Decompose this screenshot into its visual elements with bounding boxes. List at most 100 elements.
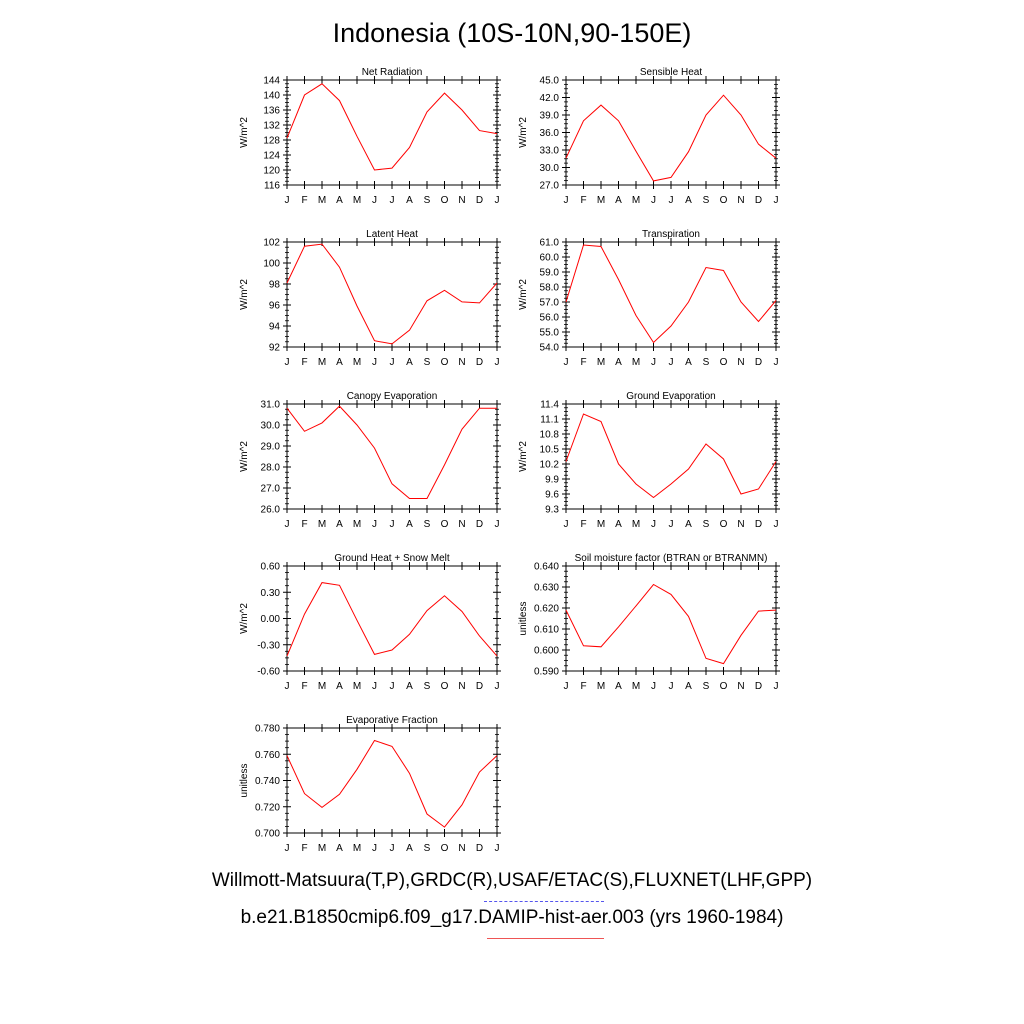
plot-frame	[565, 79, 777, 186]
x-tick-label: J	[390, 195, 395, 206]
y-tick-label: 92	[269, 343, 281, 354]
x-tick-label: O	[441, 843, 449, 854]
chart-panel: Ground Heat + Snow Melt -0.60 -0.30 0.00 0.3…	[239, 553, 501, 692]
x-tick-label: J	[390, 681, 395, 692]
x-tick-label: A	[336, 681, 343, 692]
x-tick-label: O	[720, 357, 728, 368]
y-tick-label: 100	[263, 259, 280, 270]
x-tick-label: J	[495, 681, 500, 692]
chart-panel: Soil moisture factor (BTRAN or BTRANMN) 0…	[518, 553, 780, 692]
x-tick-label: N	[458, 357, 465, 368]
observations-legend-line	[484, 901, 604, 902]
x-tick-label: J	[285, 357, 290, 368]
x-tick-label: J	[774, 357, 779, 368]
x-tick-label: A	[615, 519, 622, 530]
x-tick-label: M	[318, 357, 326, 368]
x-tick-label: F	[580, 681, 586, 692]
y-tick-label: 136	[263, 106, 280, 117]
x-tick-label: J	[774, 519, 779, 530]
y-tick-label: 55.0	[540, 328, 560, 339]
x-tick-label: F	[580, 357, 586, 368]
x-tick-label: J	[495, 357, 500, 368]
y-tick-label: 0.590	[534, 667, 559, 678]
y-tick-label: 10.2	[540, 460, 560, 471]
x-tick-label: A	[685, 681, 692, 692]
y-tick-label: 132	[263, 121, 280, 132]
x-tick-label: M	[353, 843, 361, 854]
x-tick-label: D	[476, 195, 483, 206]
y-tick-label: 0.760	[255, 750, 280, 761]
y-axis-label: W/m^2	[239, 441, 250, 472]
y-tick-label: 10.8	[540, 430, 560, 441]
x-tick-label: A	[406, 357, 413, 368]
plot-frame	[286, 403, 498, 510]
x-tick-label: F	[580, 195, 586, 206]
x-tick-label: J	[390, 843, 395, 854]
chart-panel: Transpiration 54.0 55.0 56.0 57.0 58.0 59.0 60.…	[518, 229, 780, 368]
series-line	[565, 244, 777, 344]
x-tick-label: D	[476, 519, 483, 530]
chart-title: Soil moisture factor (BTRAN or BTRANMN)	[575, 553, 768, 564]
x-tick-label: N	[458, 843, 465, 854]
x-tick-label: M	[318, 519, 326, 530]
x-tick-label: S	[703, 519, 710, 530]
x-tick-label: M	[353, 195, 361, 206]
x-tick-label: J	[564, 357, 569, 368]
plot-frame	[565, 403, 777, 510]
chart-title: Net Radiation	[362, 67, 423, 78]
y-tick-label: 98	[269, 280, 281, 291]
x-tick-label: F	[301, 357, 307, 368]
x-tick-label: J	[669, 357, 674, 368]
x-tick-label: J	[495, 843, 500, 854]
model-legend-line	[487, 938, 604, 939]
y-tick-label: 10.5	[540, 445, 560, 456]
y-tick-label: 116	[264, 181, 280, 192]
x-tick-label: S	[424, 195, 431, 206]
y-tick-label: 42.0	[540, 93, 560, 104]
y-axis-label: unitless	[518, 602, 529, 636]
x-tick-label: F	[580, 519, 586, 530]
series-line	[565, 583, 777, 665]
chart-panel: Canopy Evaporation 26.0 27.0 28.0 29.0 30.0 31…	[239, 391, 501, 530]
x-tick-label: D	[476, 681, 483, 692]
y-tick-label: 60.0	[540, 253, 560, 264]
series-line	[286, 582, 498, 657]
x-tick-label: A	[336, 357, 343, 368]
x-tick-label: N	[458, 519, 465, 530]
series-line	[286, 83, 498, 171]
x-tick-label: A	[685, 357, 692, 368]
x-tick-label: A	[406, 519, 413, 530]
x-tick-label: J	[651, 195, 656, 206]
x-tick-label: J	[651, 357, 656, 368]
x-tick-label: S	[424, 519, 431, 530]
x-tick-label: J	[285, 681, 290, 692]
y-tick-label: 27.0	[261, 484, 281, 495]
y-tick-label: 0.60	[261, 562, 281, 573]
y-tick-label: 56.0	[540, 313, 560, 324]
x-tick-label: M	[597, 681, 605, 692]
x-tick-label: J	[372, 519, 377, 530]
plot-frame	[286, 727, 498, 834]
y-tick-label: 36.0	[540, 128, 560, 139]
x-tick-label: A	[336, 843, 343, 854]
x-tick-label: O	[720, 519, 728, 530]
series-line	[565, 94, 777, 182]
y-tick-label: 29.0	[261, 442, 281, 453]
chart-panel: Sensible Heat 27.0 30.0 33.0 36.0 39.0 42.0 45.…	[518, 67, 780, 206]
y-axis-label: W/m^2	[518, 279, 529, 310]
x-tick-label: J	[669, 681, 674, 692]
y-tick-label: 94	[269, 322, 281, 333]
y-tick-label: 54.0	[540, 343, 560, 354]
y-axis-label: W/m^2	[518, 441, 529, 472]
y-tick-label: 28.0	[261, 463, 281, 474]
y-tick-label: 144	[263, 76, 280, 87]
y-axis-label: W/m^2	[518, 117, 529, 148]
series-line	[286, 739, 498, 828]
x-tick-label: F	[301, 681, 307, 692]
x-tick-label: A	[615, 357, 622, 368]
y-tick-label: 31.0	[261, 400, 281, 411]
chart-title: Transpiration	[642, 229, 700, 240]
x-tick-label: S	[703, 357, 710, 368]
y-tick-label: 27.0	[540, 181, 560, 192]
